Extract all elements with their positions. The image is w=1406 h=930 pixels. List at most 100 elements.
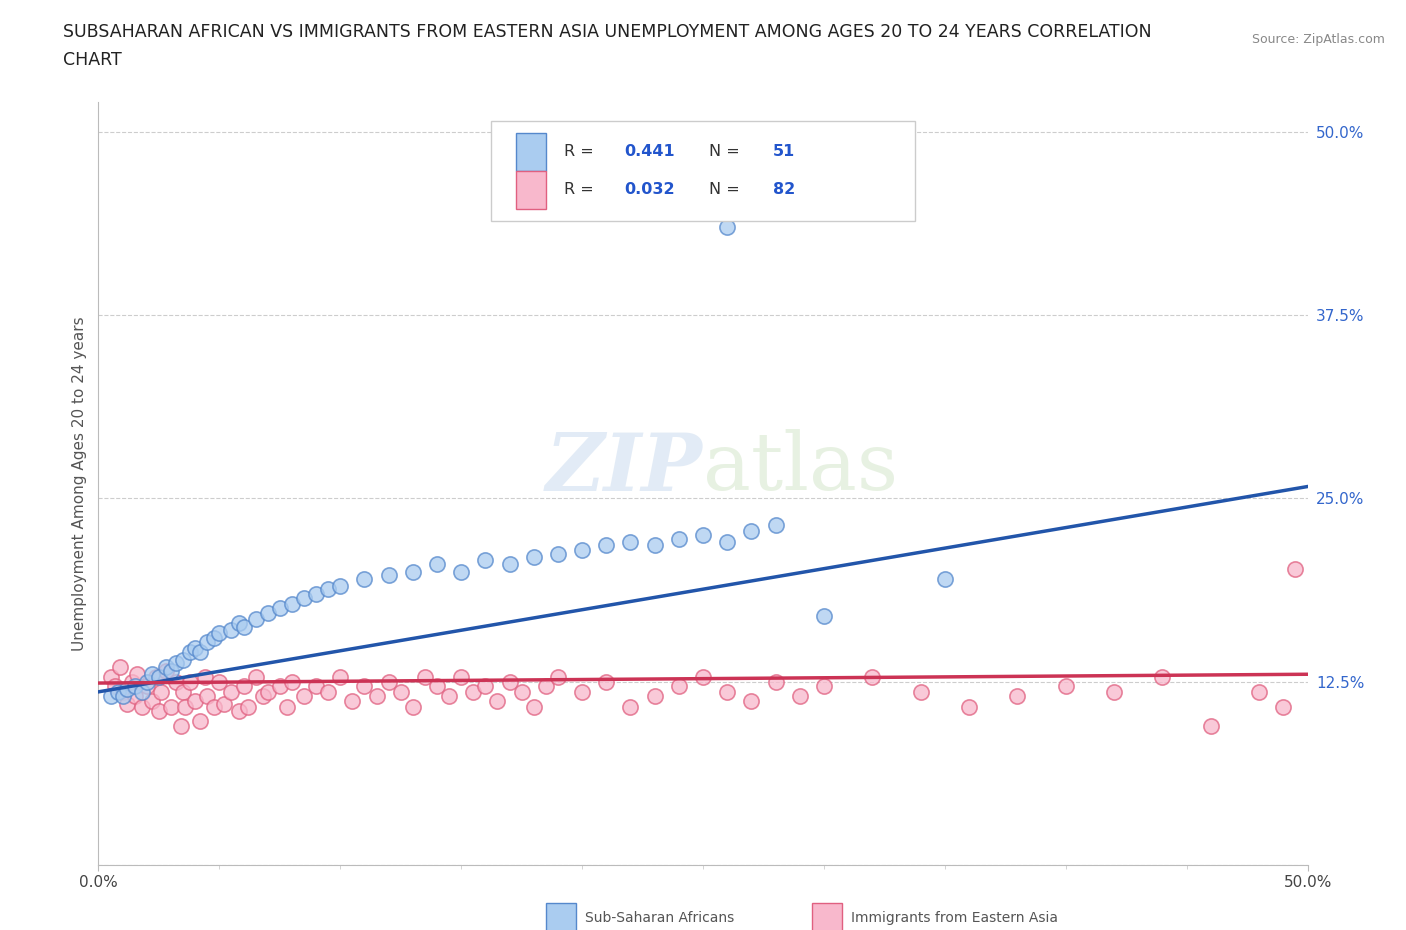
Point [813, 679, 835, 694]
Point [474, 552, 496, 567]
Point [692, 527, 714, 542]
Point [740, 693, 762, 708]
Point [366, 689, 388, 704]
Point [108, 659, 131, 674]
Point [155, 659, 177, 674]
Point [188, 713, 211, 728]
Point [934, 571, 956, 587]
Point [292, 689, 315, 704]
Point [571, 542, 593, 557]
Point [426, 679, 449, 694]
Point [121, 674, 143, 689]
Point [547, 547, 569, 562]
Point [195, 634, 218, 649]
Point [232, 620, 254, 635]
Point [765, 517, 787, 532]
Point [100, 670, 122, 684]
Point [179, 644, 201, 659]
Point [765, 674, 787, 689]
Point [212, 697, 235, 711]
Y-axis label: Unemployment Among Ages 20 to 24 years: Unemployment Among Ages 20 to 24 years [72, 316, 87, 651]
Point [269, 679, 291, 694]
Point [124, 689, 146, 704]
Point [498, 557, 520, 572]
Point [276, 699, 298, 714]
Point [148, 703, 170, 718]
Point [100, 689, 122, 704]
Point [595, 674, 617, 689]
FancyBboxPatch shape [516, 171, 546, 209]
Point [1102, 684, 1125, 699]
Point [150, 684, 173, 699]
Point [141, 667, 163, 682]
Point [1054, 679, 1077, 694]
Point [281, 674, 304, 689]
Point [269, 601, 291, 616]
Point [342, 693, 364, 708]
Point [316, 684, 339, 699]
Point [547, 670, 569, 684]
Point [353, 571, 375, 587]
Point [402, 699, 425, 714]
Point [228, 703, 250, 718]
Point [498, 674, 520, 689]
Point [353, 679, 375, 694]
Text: R =: R = [564, 182, 599, 197]
Text: 0.032: 0.032 [624, 182, 675, 197]
Point [148, 670, 170, 684]
Point [619, 535, 641, 550]
Point [172, 652, 194, 667]
Point [228, 616, 250, 631]
Point [957, 699, 980, 714]
Point [135, 674, 157, 689]
Point [172, 684, 194, 699]
Point [165, 655, 187, 670]
Point [426, 557, 449, 572]
Point [510, 684, 533, 699]
Point [195, 689, 218, 704]
Point [860, 670, 883, 684]
Point [716, 684, 738, 699]
Point [644, 538, 666, 552]
Point [117, 682, 139, 697]
Point [245, 670, 267, 684]
Point [1007, 689, 1029, 704]
FancyBboxPatch shape [811, 903, 842, 930]
Text: N =: N = [709, 182, 745, 197]
Point [377, 674, 399, 689]
Point [111, 689, 134, 704]
Point [644, 689, 666, 704]
Point [1199, 718, 1222, 733]
Point [523, 699, 546, 714]
Point [1284, 561, 1306, 576]
Text: Source: ZipAtlas.com: Source: ZipAtlas.com [1251, 33, 1385, 46]
Point [402, 565, 425, 579]
Point [305, 679, 328, 694]
Point [208, 674, 231, 689]
Point [716, 535, 738, 550]
Point [221, 623, 243, 638]
FancyBboxPatch shape [546, 903, 576, 930]
FancyBboxPatch shape [516, 133, 546, 171]
Text: 0.441: 0.441 [624, 144, 675, 159]
Point [238, 699, 260, 714]
Point [194, 670, 217, 684]
Point [389, 684, 412, 699]
Point [1152, 670, 1174, 684]
Point [486, 693, 509, 708]
Point [131, 684, 153, 699]
Point [692, 670, 714, 684]
Point [740, 523, 762, 538]
Text: ZIP: ZIP [546, 430, 703, 507]
Point [450, 565, 472, 579]
Point [571, 684, 593, 699]
Text: N =: N = [709, 144, 745, 159]
Point [316, 582, 339, 597]
Point [221, 684, 243, 699]
Point [124, 679, 146, 694]
Point [141, 693, 163, 708]
Point [377, 567, 399, 582]
Point [184, 641, 207, 656]
Text: SUBSAHARAN AFRICAN VS IMMIGRANTS FROM EASTERN ASIA UNEMPLOYMENT AMONG AGES 20 TO: SUBSAHARAN AFRICAN VS IMMIGRANTS FROM EA… [63, 23, 1152, 41]
Point [668, 679, 690, 694]
